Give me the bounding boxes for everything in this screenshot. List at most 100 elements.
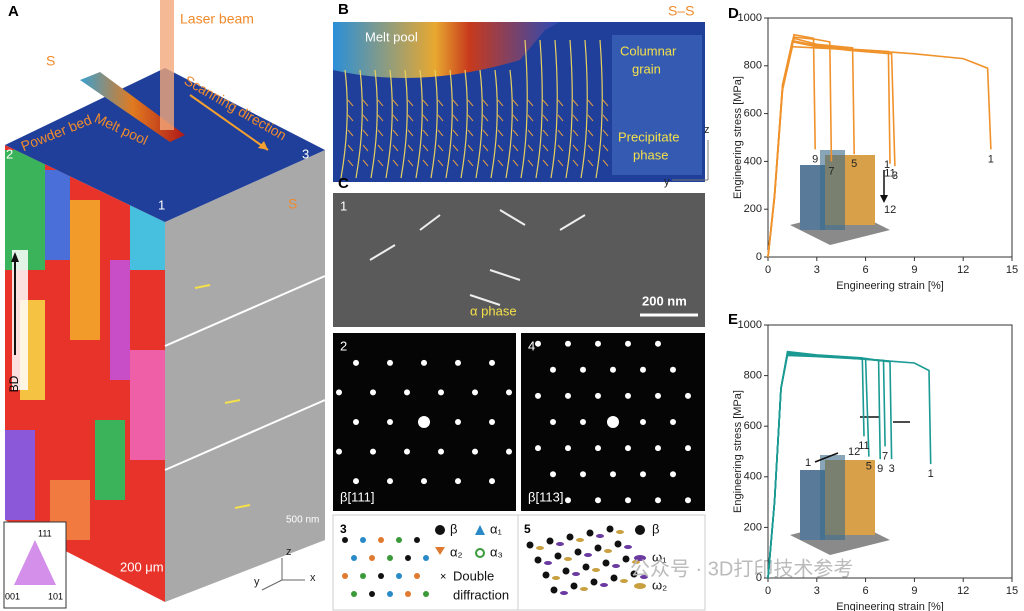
lattice-point bbox=[369, 591, 375, 597]
spot bbox=[421, 359, 427, 366]
spot bbox=[370, 448, 376, 455]
annotation: Melt pool bbox=[365, 29, 418, 44]
lattice-point bbox=[570, 582, 578, 590]
precipitate bbox=[542, 144, 549, 152]
precipitate bbox=[347, 99, 354, 107]
annotation: S bbox=[46, 53, 55, 69]
inset-d bbox=[790, 150, 890, 245]
lattice-point bbox=[342, 573, 348, 579]
omega bbox=[596, 534, 604, 538]
omega bbox=[640, 575, 648, 579]
spot bbox=[421, 478, 427, 485]
lattice-point bbox=[414, 573, 420, 579]
axis-label: z bbox=[286, 546, 292, 558]
y-axis-label: Engineering stress [MPa] bbox=[732, 390, 744, 513]
spot bbox=[353, 359, 359, 366]
precipitate bbox=[602, 144, 609, 152]
grain-boundary bbox=[355, 69, 363, 179]
panel-c: C 1 2 4 3 5 200 nm α phase β[111] β[113]… bbox=[332, 175, 706, 611]
lattice-point bbox=[606, 525, 614, 533]
y-tick-label: 200 bbox=[744, 521, 762, 533]
omega bbox=[584, 553, 592, 557]
precipitate bbox=[467, 144, 474, 152]
lattice-point bbox=[387, 555, 393, 561]
lattice-point bbox=[396, 573, 402, 579]
annotation: grain bbox=[632, 61, 661, 76]
precipitate bbox=[482, 129, 489, 137]
spot bbox=[640, 471, 646, 478]
spot bbox=[580, 366, 586, 373]
omega bbox=[544, 561, 552, 565]
legend-entry: ω₂ bbox=[652, 577, 667, 592]
precipitate bbox=[557, 114, 564, 122]
curve-label: 3 bbox=[892, 170, 898, 182]
precipitate bbox=[527, 159, 534, 167]
lattice-point bbox=[342, 537, 348, 543]
lattice-point bbox=[542, 571, 550, 579]
spot bbox=[455, 419, 461, 425]
axis-label: x bbox=[310, 572, 316, 584]
scale-bar: 200 μm bbox=[120, 559, 164, 574]
alpha-lath bbox=[419, 214, 441, 231]
spot bbox=[655, 340, 661, 347]
tem-face bbox=[165, 150, 325, 602]
alpha-lath bbox=[369, 244, 396, 261]
ipf-label: 101 bbox=[48, 591, 63, 601]
spot bbox=[438, 448, 444, 455]
y-tick-label: 600 bbox=[744, 420, 762, 432]
grain-boundary bbox=[445, 69, 453, 179]
y-tick-label: 400 bbox=[744, 471, 762, 483]
lattice-point bbox=[602, 559, 610, 567]
legend-entry: Double bbox=[453, 568, 494, 583]
precipitate bbox=[572, 99, 579, 107]
precipitate bbox=[392, 159, 399, 167]
omega bbox=[604, 549, 612, 553]
precipitate bbox=[347, 144, 354, 152]
y-tick-label: 200 bbox=[744, 203, 762, 215]
precipitate bbox=[437, 159, 444, 167]
legend-entry: α₂ bbox=[450, 544, 463, 559]
spot bbox=[595, 340, 601, 347]
precipitate bbox=[362, 159, 369, 167]
x-tick-label: 3 bbox=[814, 264, 820, 276]
precipitate bbox=[557, 129, 564, 137]
lattice-point bbox=[378, 573, 384, 579]
laser-beam bbox=[160, 0, 174, 130]
precipitate bbox=[452, 129, 459, 137]
precipitate bbox=[542, 99, 549, 107]
axis-label: y bbox=[254, 576, 260, 588]
panel-label: E bbox=[728, 311, 738, 328]
spot bbox=[610, 366, 616, 373]
precipitate bbox=[527, 114, 534, 122]
scale-bar: 500 nm bbox=[286, 515, 319, 526]
omega bbox=[572, 572, 580, 576]
precipitate bbox=[377, 114, 384, 122]
precipitate bbox=[467, 114, 474, 122]
spot bbox=[535, 392, 541, 399]
x-tick-label: 15 bbox=[1006, 264, 1018, 276]
lattice-point bbox=[351, 591, 357, 597]
spot bbox=[565, 497, 571, 504]
precipitate bbox=[392, 129, 399, 137]
legend-entry: β bbox=[450, 521, 457, 536]
axis-label: z bbox=[704, 124, 710, 136]
y-tick-label: 400 bbox=[744, 155, 762, 167]
spot bbox=[506, 389, 512, 396]
face-label: 1 bbox=[158, 197, 165, 212]
precipitate bbox=[572, 129, 579, 137]
precipitate bbox=[347, 159, 354, 167]
inset-e bbox=[790, 416, 910, 555]
lattice-point bbox=[610, 574, 618, 582]
precipitate bbox=[482, 114, 489, 122]
lattice-point bbox=[351, 555, 357, 561]
sub-label: 4 bbox=[528, 338, 535, 353]
plot-frame bbox=[767, 324, 1013, 579]
legend-entry: β bbox=[652, 521, 659, 536]
spot bbox=[418, 416, 430, 428]
panel-label: C bbox=[338, 175, 349, 192]
precipitate bbox=[587, 159, 594, 167]
legend-entry: α₁ bbox=[490, 521, 503, 536]
lattice-point bbox=[574, 548, 582, 556]
x-axis-label: Engineering strain [%] bbox=[836, 280, 944, 292]
grain-boundary bbox=[490, 69, 498, 179]
